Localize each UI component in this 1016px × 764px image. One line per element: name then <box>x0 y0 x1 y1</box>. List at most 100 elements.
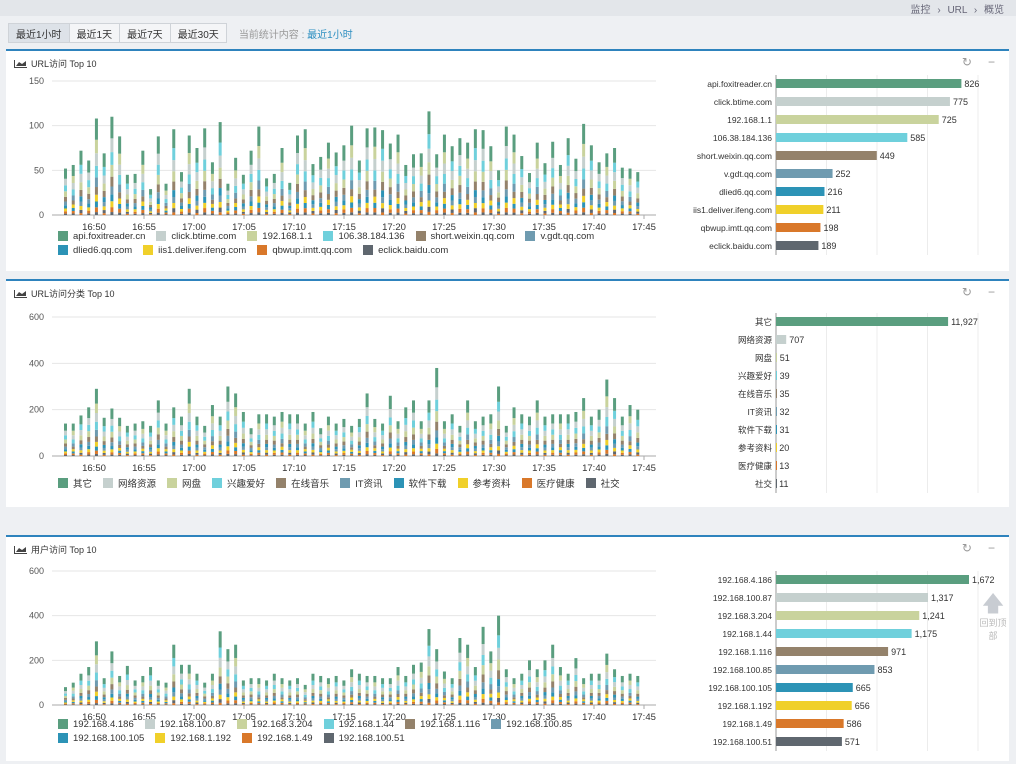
stacked-bar[interactable] <box>326 142 330 215</box>
legend-item[interactable]: 医疗健康 <box>521 476 575 490</box>
stacked-bar[interactable] <box>210 162 214 215</box>
legend-item[interactable]: iis1.deliver.ifeng.com <box>143 243 246 257</box>
stacked-bar[interactable] <box>574 658 578 705</box>
minimize-icon[interactable]: − <box>987 285 995 299</box>
stacked-bar[interactable] <box>597 673 601 705</box>
stacked-bar[interactable] <box>218 416 222 456</box>
stacked-bar[interactable] <box>442 671 446 706</box>
stacked-bar[interactable] <box>326 678 330 705</box>
bar[interactable] <box>776 133 908 142</box>
stacked-bar[interactable] <box>102 153 106 215</box>
stacked-bar[interactable] <box>605 653 609 705</box>
back-to-top-button[interactable]: 🡅 回到顶部 <box>976 592 1010 642</box>
legend-item[interactable]: IT资讯 <box>340 476 383 490</box>
stacked-bar[interactable] <box>528 416 531 456</box>
stacked-bar[interactable] <box>234 644 238 705</box>
stacked-bar[interactable] <box>435 649 439 705</box>
minimize-icon[interactable]: − <box>987 55 995 69</box>
stacked-bar[interactable] <box>79 150 83 215</box>
bar[interactable] <box>776 665 875 674</box>
stacked-bar[interactable] <box>435 367 439 456</box>
stacked-bar[interactable] <box>427 400 431 456</box>
stacked-bar[interactable] <box>125 174 129 215</box>
legend-item[interactable]: 192.168.1.1 <box>247 229 312 243</box>
stacked-bar[interactable] <box>226 183 230 215</box>
stacked-bar[interactable] <box>558 414 562 456</box>
stacked-bar[interactable] <box>296 678 299 705</box>
stacked-bar[interactable] <box>156 400 160 456</box>
stacked-bar[interactable] <box>94 118 98 215</box>
stacked-bar[interactable] <box>172 644 176 705</box>
bar[interactable] <box>776 317 949 326</box>
bar[interactable] <box>776 593 929 602</box>
stacked-bar[interactable] <box>133 423 137 456</box>
stacked-bar[interactable] <box>512 407 516 456</box>
stacked-bar[interactable] <box>87 160 91 215</box>
range-button-7d[interactable]: 最近7天 <box>120 23 171 43</box>
bar[interactable] <box>776 443 777 452</box>
stacked-bar[interactable] <box>628 168 632 215</box>
stacked-bar[interactable] <box>303 129 307 215</box>
stacked-bar[interactable] <box>210 405 214 456</box>
stacked-bar[interactable] <box>303 423 307 456</box>
stacked-bar[interactable] <box>280 148 284 215</box>
stacked-bar[interactable] <box>373 675 377 705</box>
stacked-bar[interactable] <box>141 421 145 456</box>
stacked-bar[interactable] <box>381 678 385 705</box>
legend-item[interactable]: 192.168.100.105 <box>58 731 144 745</box>
stacked-bar[interactable] <box>226 649 230 705</box>
stacked-bar[interactable] <box>71 682 75 705</box>
stacked-bar[interactable] <box>582 123 586 215</box>
legend-item[interactable]: 软件下载 <box>393 476 447 490</box>
stacked-bar[interactable] <box>365 128 369 215</box>
legend-item[interactable]: dlied6.qq.com <box>58 243 132 257</box>
stacked-bar[interactable] <box>234 393 238 456</box>
stacked-bar[interactable] <box>419 421 423 456</box>
stacked-bar[interactable] <box>265 680 269 705</box>
stacked-bar[interactable] <box>249 428 253 456</box>
stacked-bar[interactable] <box>520 414 524 456</box>
stacked-bar[interactable] <box>342 418 346 456</box>
stacked-bar[interactable] <box>249 150 253 215</box>
stacked-bar[interactable] <box>164 183 168 215</box>
stacked-bar[interactable] <box>458 425 462 456</box>
stacked-bar[interactable] <box>156 136 160 215</box>
stacked-bar[interactable] <box>172 129 176 215</box>
legend-item[interactable]: short.weixin.qq.com <box>415 229 514 243</box>
stacked-bar[interactable] <box>272 173 276 215</box>
stacked-bar[interactable] <box>118 417 122 456</box>
legend-item[interactable]: 192.168.1.44 <box>323 717 394 731</box>
stacked-bar[interactable] <box>249 678 253 705</box>
stacked-bar[interactable] <box>473 421 477 456</box>
stacked-bar[interactable] <box>543 416 547 456</box>
stacked-bar[interactable] <box>118 136 122 215</box>
stacked-bar[interactable] <box>466 142 470 215</box>
stacked-bar[interactable] <box>172 407 176 456</box>
stacked-bar[interactable] <box>582 398 586 456</box>
stacked-bar[interactable] <box>628 673 632 705</box>
bar[interactable] <box>776 701 852 710</box>
bar[interactable] <box>776 151 877 160</box>
stacked-bar[interactable] <box>357 673 361 705</box>
stacked-bar[interactable] <box>388 678 392 705</box>
refresh-icon[interactable]: ↻ <box>961 55 972 69</box>
stacked-bar[interactable] <box>110 651 114 705</box>
bar[interactable] <box>776 97 950 106</box>
stacked-bar[interactable] <box>94 641 98 705</box>
stacked-bar[interactable] <box>319 156 323 215</box>
stacked-bar[interactable] <box>350 425 354 456</box>
stacked-bar[interactable] <box>597 409 601 456</box>
stacked-bar[interactable] <box>520 673 524 705</box>
stacked-bar[interactable] <box>381 423 385 456</box>
stacked-bar[interactable] <box>396 134 400 215</box>
stacked-bar[interactable] <box>118 675 122 705</box>
stacked-bar[interactable] <box>187 388 191 456</box>
legend-item[interactable]: api.foxitreader.cn <box>58 229 145 243</box>
bar[interactable] <box>776 169 833 178</box>
stacked-bar[interactable] <box>481 130 485 215</box>
stacked-bar[interactable] <box>551 141 555 215</box>
stacked-bar[interactable] <box>442 421 446 456</box>
stacked-bar[interactable] <box>535 669 539 705</box>
stacked-bar[interactable] <box>558 164 562 215</box>
stacked-bar[interactable] <box>458 638 462 705</box>
